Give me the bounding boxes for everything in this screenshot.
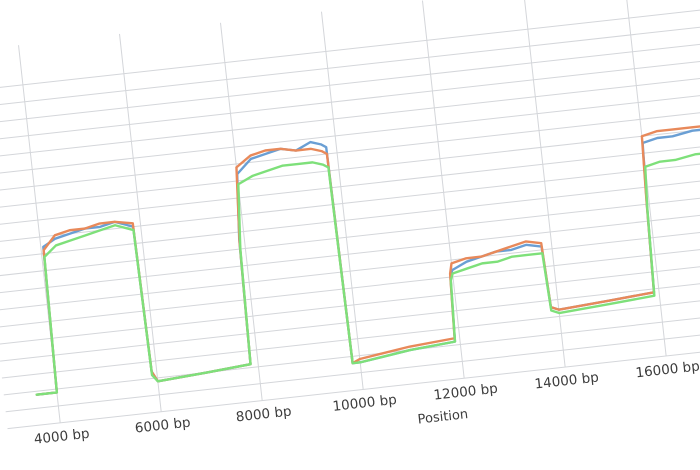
series-line-3 [35,152,700,396]
grid-line-horizontal [0,261,700,345]
grid-line-horizontal [0,92,700,176]
x-tick-label: 14000 bp [534,370,600,393]
x-tick-label: 6000 bp [134,415,191,437]
x-axis-title: Position [417,407,469,427]
x-tick-label: 16000 bp [635,358,700,381]
grid-line-horizontal [0,24,700,109]
grid-line-vertical [219,22,263,401]
x-tick-label: 10000 bp [332,392,398,415]
grid-line-horizontal [0,193,700,278]
grid-line-horizontal [0,126,700,210]
grid [0,0,700,430]
series-line-1 [35,128,700,396]
grid-line-horizontal [0,176,700,261]
grid-line-vertical [522,0,566,368]
grid-line-horizontal [0,7,700,92]
grid-line-horizontal [7,345,700,430]
grid-line-horizontal [0,109,700,193]
grid-line-horizontal [0,143,700,227]
series-line-2 [35,125,700,396]
grid-line-horizontal [0,278,700,362]
grid-line-horizontal [0,75,700,159]
series-layer [35,125,700,396]
grid-line-horizontal [0,58,700,142]
grid-line-horizontal [1,295,700,379]
grid-line-horizontal [5,328,700,413]
axis-labels: Position 4000 bp 6000 bp 8000 bp 10000 bp 12… [33,358,700,448]
x-tick-label: 8000 bp [235,403,292,425]
grid-line-horizontal [0,41,700,126]
grid-line-horizontal [0,244,700,328]
grid-line-vertical [320,11,364,390]
grid-line-horizontal [0,159,700,244]
grid-line-vertical [421,0,465,379]
x-tick-label: 12000 bp [433,381,499,404]
x-tick-label: 4000 bp [33,426,90,448]
grid-line-horizontal [0,210,700,294]
grid-line-vertical [119,33,162,412]
grid-line-horizontal [0,227,700,311]
